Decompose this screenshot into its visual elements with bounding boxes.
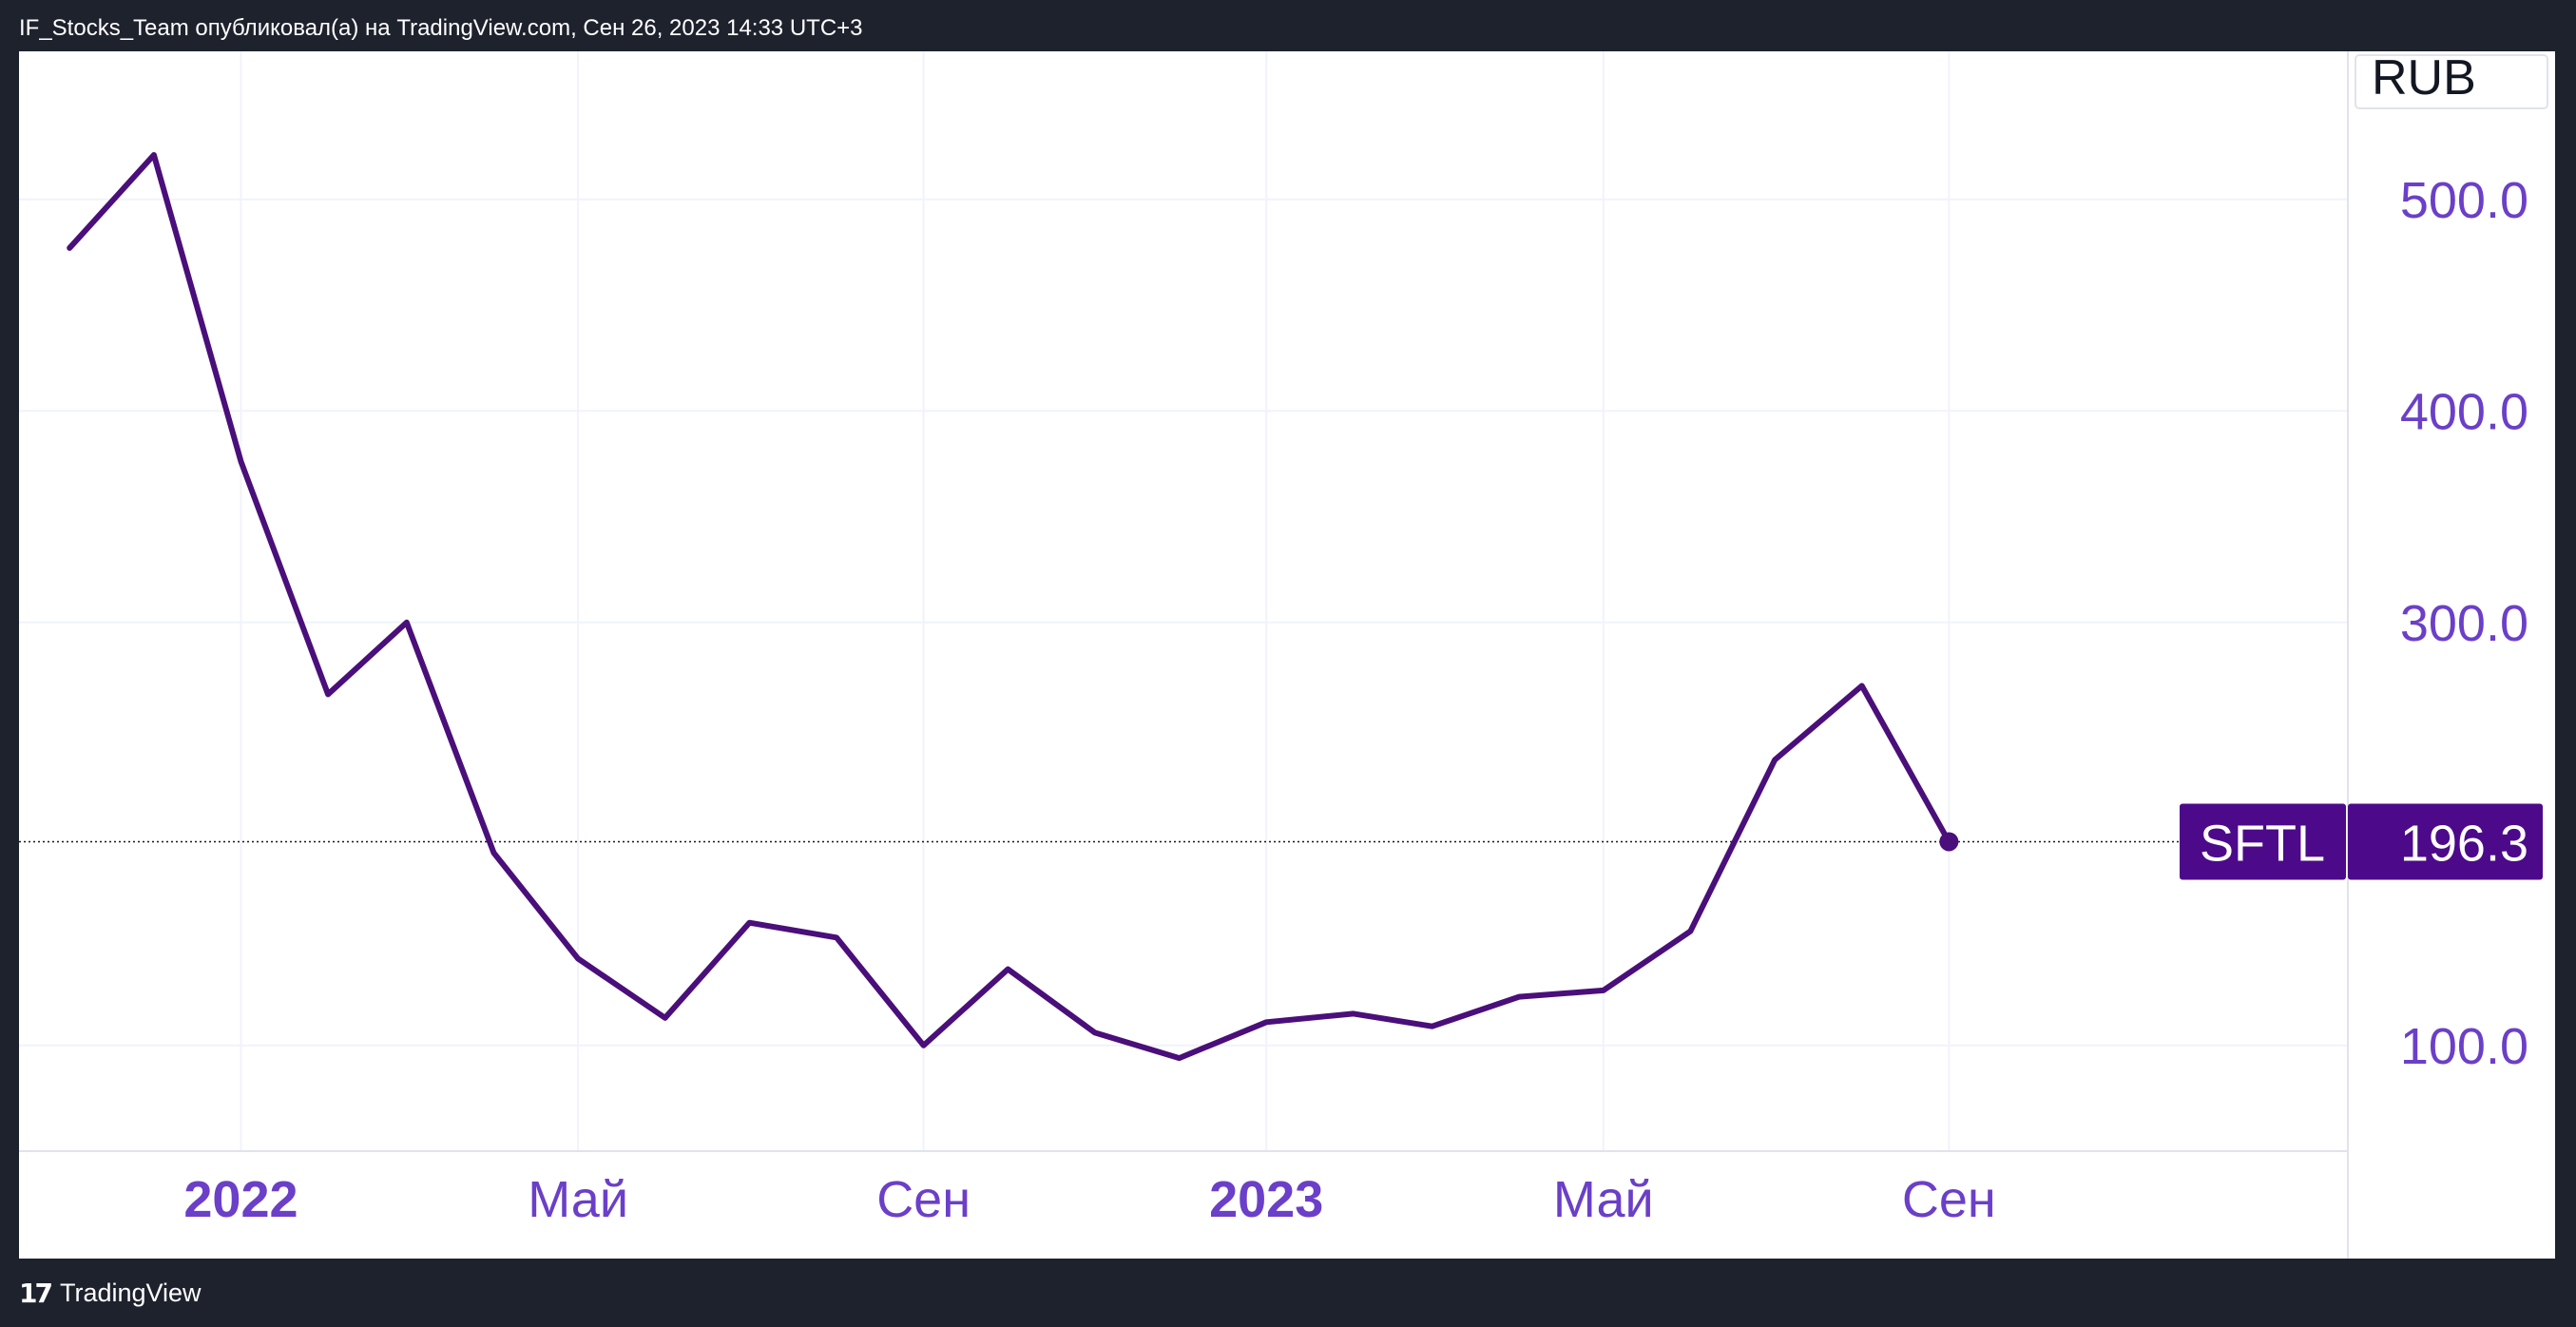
time-axis-tick-label: Май: [1553, 1171, 1654, 1228]
time-axis-tick-label: Май: [528, 1171, 628, 1228]
time-axis-tick-label: 2022: [183, 1171, 298, 1228]
currency-label: RUB: [2372, 51, 2476, 106]
publish-header: IF_Stocks_Team опубликовал(а) на Trading…: [0, 0, 2576, 51]
footer: 𝟭𝟳 TradingView: [0, 1259, 2576, 1327]
footer-brand[interactable]: TradingView: [59, 1278, 202, 1307]
time-axis-labels: 2022 Май Сен 2023 Май Сен: [183, 1171, 1995, 1228]
currency-label-box: [2355, 54, 2548, 109]
time-axis-tick-label: Сен: [876, 1171, 971, 1228]
last-value-badge: [2348, 803, 2543, 880]
time-axis-tick-label: Сен: [1902, 1171, 1996, 1228]
last-value-badges: SFTL 196.3: [2180, 803, 2543, 880]
price-series-line: [67, 152, 1952, 1062]
last-value-label: 196.3: [2400, 815, 2528, 872]
tradingview-logo-icon[interactable]: 𝟭𝟳: [19, 1277, 53, 1309]
price-axis-tick-label: 100.0: [2400, 1018, 2528, 1075]
vertical-gridlines: [240, 51, 1951, 1151]
publish-info-text: IF_Stocks_Team опубликовал(а) на Trading…: [19, 15, 863, 41]
symbol-label: SFTL: [2200, 815, 2325, 872]
price-chart[interactable]: 500.0 400.0 300.0 100.0 2022 Май Сен 2023 Май Се…: [19, 51, 2555, 1259]
last-price-point: [1939, 832, 1959, 852]
symbol-badge: [2180, 803, 2346, 880]
price-axis-tick-label: 300.0: [2400, 595, 2528, 652]
price-axis-labels: 500.0 400.0 300.0 100.0: [2400, 172, 2528, 1075]
price-axis-tick-label: 500.0: [2400, 172, 2528, 229]
horizontal-gridlines: [19, 198, 2348, 1047]
time-axis-tick-label: 2023: [1209, 1171, 1323, 1228]
chart-panel[interactable]: 500.0 400.0 300.0 100.0 2022 Май Сен 2023 Май Се…: [19, 51, 2555, 1259]
price-axis-tick-label: 400.0: [2400, 383, 2528, 440]
